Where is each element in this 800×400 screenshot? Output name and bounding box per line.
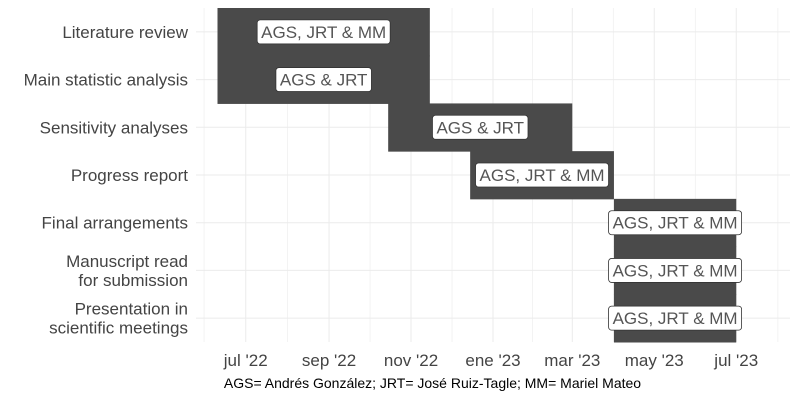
- task-label: AGS & JRT: [275, 67, 372, 92]
- task-label: AGS, JRT & MM: [256, 19, 391, 45]
- x-axis-tick-label: may '23: [625, 351, 684, 370]
- task-label: AGS, JRT & MM: [608, 258, 743, 283]
- task-label: AGS, JRT & MM: [608, 305, 743, 331]
- task-labels: AGS, JRT & MM AGS & JRT AGS & JRT AGS, JRT …: [256, 19, 743, 331]
- task-label-text: AGS, JRT & MM: [613, 261, 738, 280]
- x-axis-tick-label: jul '23: [713, 351, 758, 370]
- task-label: AGS, JRT & MM: [475, 162, 609, 188]
- task-label: AGS & JRT: [432, 114, 529, 140]
- task-label-text: AGS, JRT & MM: [480, 166, 605, 185]
- chart-caption: AGS= Andrés González; JRT= José Ruiz-Tag…: [223, 375, 642, 391]
- y-axis-task-name: Progress report: [71, 166, 188, 185]
- task-label-box: [608, 258, 743, 283]
- task-label-text: AGS, JRT & MM: [261, 23, 386, 42]
- x-axis-tick-label: mar '23: [544, 351, 600, 370]
- y-axis-task-name: Final arrangements: [42, 214, 188, 233]
- y-axis-task-name: Literature review: [62, 23, 188, 42]
- task-label-box: [475, 162, 609, 188]
- task-label-box: [256, 19, 391, 45]
- y-axis-task-name: Presentation in: [75, 300, 188, 319]
- x-axis-tick-label: sep '22: [302, 351, 356, 370]
- task-bars: [217, 8, 737, 343]
- x-axis-tick-label: jul '22: [223, 351, 268, 370]
- task-label: AGS, JRT & MM: [608, 210, 743, 236]
- y-axis-task-name: scientific meetings: [49, 319, 188, 338]
- y-axis-task-name: Main statistic analysis: [24, 71, 188, 90]
- task-label-text: AGS, JRT & MM: [613, 214, 738, 233]
- task-label-box: [432, 114, 529, 140]
- task-label-box: [608, 210, 743, 236]
- task-label-box: [275, 67, 372, 92]
- x-axis-labels: jul '22 sep '22 nov '22 ene '23 mar '23 may '…: [223, 351, 758, 370]
- y-axis-task-name: Manuscript read: [66, 252, 188, 271]
- task-label-text: AGS & JRT: [436, 118, 524, 137]
- y-axis-labels: Literature review Main statistic analysis…: [24, 23, 189, 338]
- x-axis-tick-label: ene '23: [465, 351, 520, 370]
- x-axis-tick-label: nov '22: [384, 351, 438, 370]
- y-axis-task-name: for submission: [78, 271, 188, 290]
- task-label-box: [608, 305, 743, 331]
- y-axis-task-name: Sensitivity analyses: [40, 118, 188, 137]
- task-label-text: AGS, JRT & MM: [613, 309, 738, 328]
- task-label-text: AGS & JRT: [280, 71, 368, 90]
